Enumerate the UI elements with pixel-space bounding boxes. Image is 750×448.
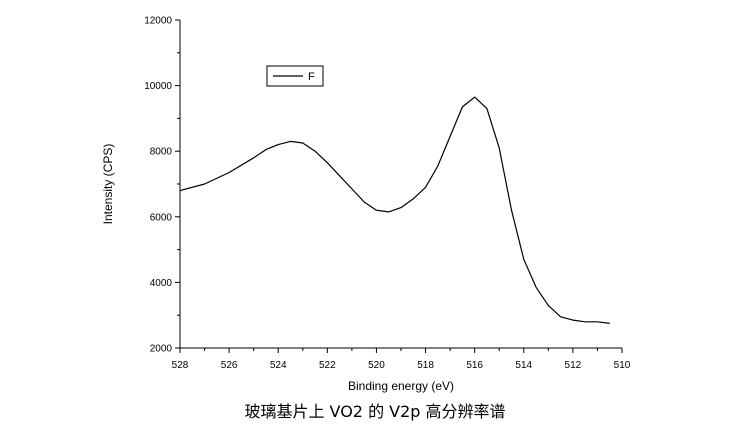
legend-label: F [308,71,315,83]
x-tick-label: 512 [565,360,582,371]
y-tick-label: 10000 [144,81,172,92]
x-tick-label: 524 [270,360,287,371]
y-tick-label: 12000 [144,16,172,27]
ticks: 2000 4000 6000 8000 10000 12000 528 526 524 522 52… [144,16,631,372]
x-tick-label: 510 [614,360,631,371]
y-tick-label: 8000 [150,147,173,158]
y-axis-title: Intensity (CPS) [101,144,115,225]
y-tick-label: 6000 [150,212,173,223]
x-tick-label: 528 [172,360,189,371]
plot-area [179,96,610,324]
legend: F [266,65,324,87]
figure-caption: 玻璃基片上 VO2 的 V2p 高分辨率谱 [244,402,506,421]
x-tick-label: 522 [319,360,336,371]
x-tick-label: 516 [466,360,483,371]
axis-titles: Binding energy (eV) Intensity (CPS) [101,144,454,393]
x-axis-title: Binding energy (eV) [348,379,454,393]
y-tick-label: 4000 [150,278,173,289]
axes [179,20,622,349]
x-tick-label: 526 [221,360,238,371]
x-tick-label: 514 [515,360,532,371]
chart: 2000 4000 6000 8000 10000 12000 528 526 524 522 52… [101,16,631,394]
series-line-F [179,96,610,324]
x-tick-label: 520 [368,360,385,371]
x-tick-label: 518 [417,360,434,371]
y-tick-label: 2000 [150,344,173,355]
